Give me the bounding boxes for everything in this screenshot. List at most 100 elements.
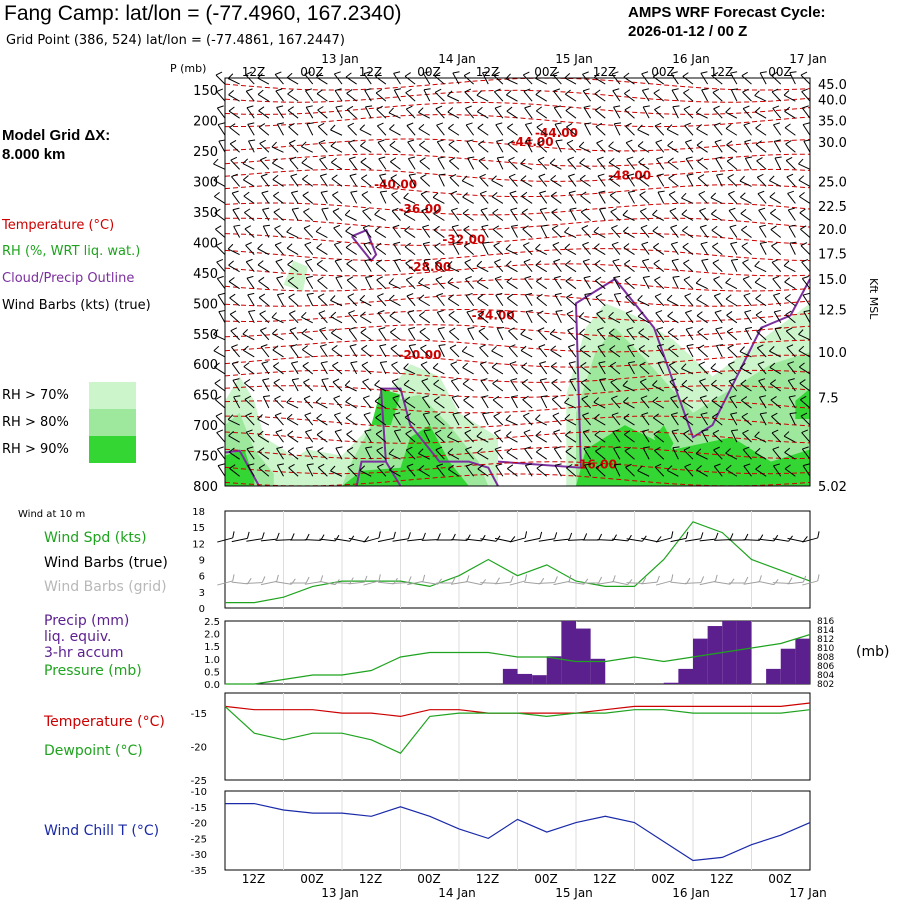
cloud-outline: [497, 277, 811, 469]
wind-barb: [681, 209, 694, 221]
wind-barb: [332, 191, 343, 204]
wind-barb: [303, 395, 314, 409]
wind-barb: [465, 276, 475, 290]
wind-barb: [783, 431, 796, 443]
wind-barb-true: [655, 531, 674, 543]
wind-barb: [287, 106, 299, 119]
wind-barb-grid: [553, 574, 572, 586]
wind-barb: [564, 414, 577, 426]
wind-barb: [360, 157, 372, 170]
wind-barb: [623, 72, 635, 85]
wind-barb: [729, 224, 738, 238]
wind-barb: [799, 191, 811, 204]
wind-barb: [726, 311, 738, 324]
wind-barb: [699, 395, 709, 409]
wind-barb: [379, 344, 387, 358]
wind-barb: [301, 311, 313, 324]
wind-barb: [566, 293, 577, 307]
wind-barb: [330, 465, 343, 477]
wind-barb: [464, 429, 474, 443]
wind-barb: [346, 259, 357, 273]
wind-barb: [787, 378, 796, 392]
wind-barb: [553, 429, 562, 443]
pressure-unit: (mb): [856, 644, 890, 660]
wind-barb: [567, 173, 577, 187]
wind-barb: [667, 157, 679, 170]
wind-barb: [610, 378, 621, 392]
wind-barb: [461, 175, 474, 187]
wind-barb: [510, 207, 518, 221]
wind-barb: [565, 89, 577, 102]
isotherm-line: [224, 461, 811, 475]
wind-barb: [730, 429, 739, 443]
wind-barb: [769, 362, 782, 375]
wind-barb: [244, 208, 255, 221]
wind-barb: [799, 208, 811, 221]
wind-barb: [522, 242, 533, 255]
wind-barb: [317, 122, 328, 136]
wind-barb: [756, 344, 767, 358]
wind-barb: [744, 139, 752, 153]
wind-barb: [771, 88, 782, 102]
wind-barb: [579, 174, 591, 187]
wind-barb: [579, 345, 591, 358]
wind-barb: [365, 105, 373, 119]
precip-bar: [736, 621, 752, 684]
wind-barb: [436, 122, 445, 136]
bottom-date-label: 14 Jan: [438, 886, 476, 900]
wind-barb: [506, 90, 518, 102]
wind-barb: [288, 463, 299, 477]
precip-bar: [546, 656, 562, 684]
wind-barb: [567, 327, 577, 341]
wind-barb: [727, 174, 738, 187]
wind-barb: [712, 413, 723, 426]
wind-barb: [684, 310, 694, 324]
top-date-label: 13 Jan: [321, 52, 359, 66]
wind-barb: [491, 345, 504, 358]
pressure-tick: 350: [193, 206, 218, 221]
wind-barb: [670, 241, 679, 255]
isotherm-line: [224, 446, 811, 460]
isotherm-line: [224, 153, 811, 167]
wind-barb: [452, 412, 460, 426]
wind-barb: [568, 190, 577, 204]
wind-barb: [493, 242, 504, 255]
wind-barb: [228, 430, 240, 443]
wind-barb: [769, 192, 782, 204]
wind-barb: [491, 362, 504, 375]
wind-barb: [713, 293, 723, 307]
wind-barb: [477, 123, 489, 136]
wind-barb: [481, 224, 489, 238]
wind-barb: [330, 311, 343, 324]
wind-barb: [230, 156, 240, 170]
wind-barb-true: [392, 532, 411, 542]
precip-bar: [663, 682, 679, 684]
wind-barb: [287, 447, 299, 460]
wind-barb: [214, 208, 226, 221]
wind-barb: [391, 207, 401, 221]
wind-barb: [436, 139, 445, 153]
dewpoint-line: [224, 705, 811, 754]
wind-barb: [315, 226, 328, 238]
wind-barb-grid: [802, 574, 820, 586]
page-title: Fang Camp: lat/lon = (-77.4960, 167.2340…: [4, 2, 402, 25]
wind-barb: [697, 157, 708, 170]
wind-barb: [624, 89, 635, 102]
wind-barb: [289, 156, 299, 170]
wind-barb-true: [377, 531, 396, 543]
wind-barb: [801, 105, 811, 119]
wind-barb: [565, 447, 577, 460]
wind-barb: [290, 190, 299, 204]
wind-barb: [319, 156, 328, 170]
wind-barb: [360, 328, 372, 341]
wind-barb: [744, 156, 753, 170]
wind-barb: [493, 259, 504, 272]
wind-barb: [258, 464, 270, 477]
legend-rh80-swatch: [89, 409, 136, 436]
wind-barb: [433, 379, 445, 392]
wind-barb: [582, 429, 592, 443]
wind-barb: [726, 327, 738, 341]
wind-barb: [420, 174, 431, 187]
wind-barb: [217, 292, 226, 307]
wind-barb: [627, 344, 635, 358]
